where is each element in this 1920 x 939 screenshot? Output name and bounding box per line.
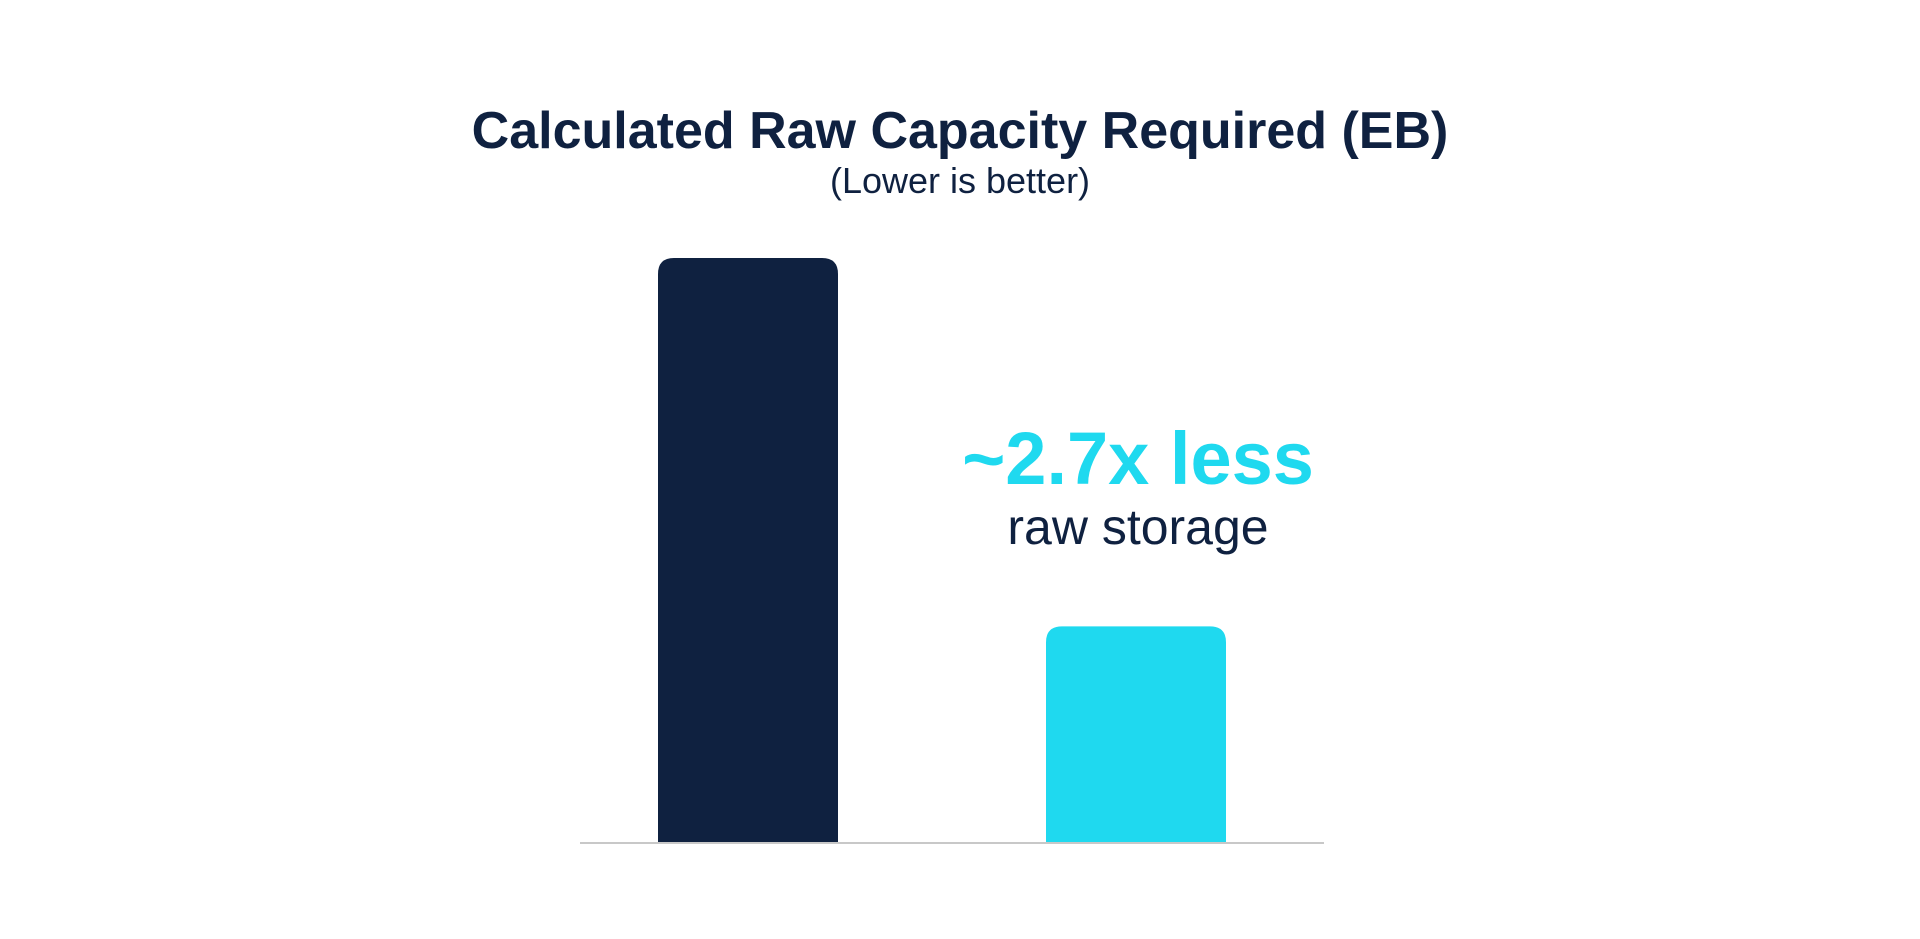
bars-group (658, 258, 1226, 843)
bar-2 (1046, 626, 1226, 843)
callout-headline: ~2.7x less (962, 417, 1314, 500)
callout-text: raw storage (1007, 499, 1268, 555)
bar-1 (658, 258, 838, 843)
chart-subtitle: (Lower is better) (830, 160, 1090, 201)
chart-title: Calculated Raw Capacity Required (EB) (472, 102, 1449, 160)
